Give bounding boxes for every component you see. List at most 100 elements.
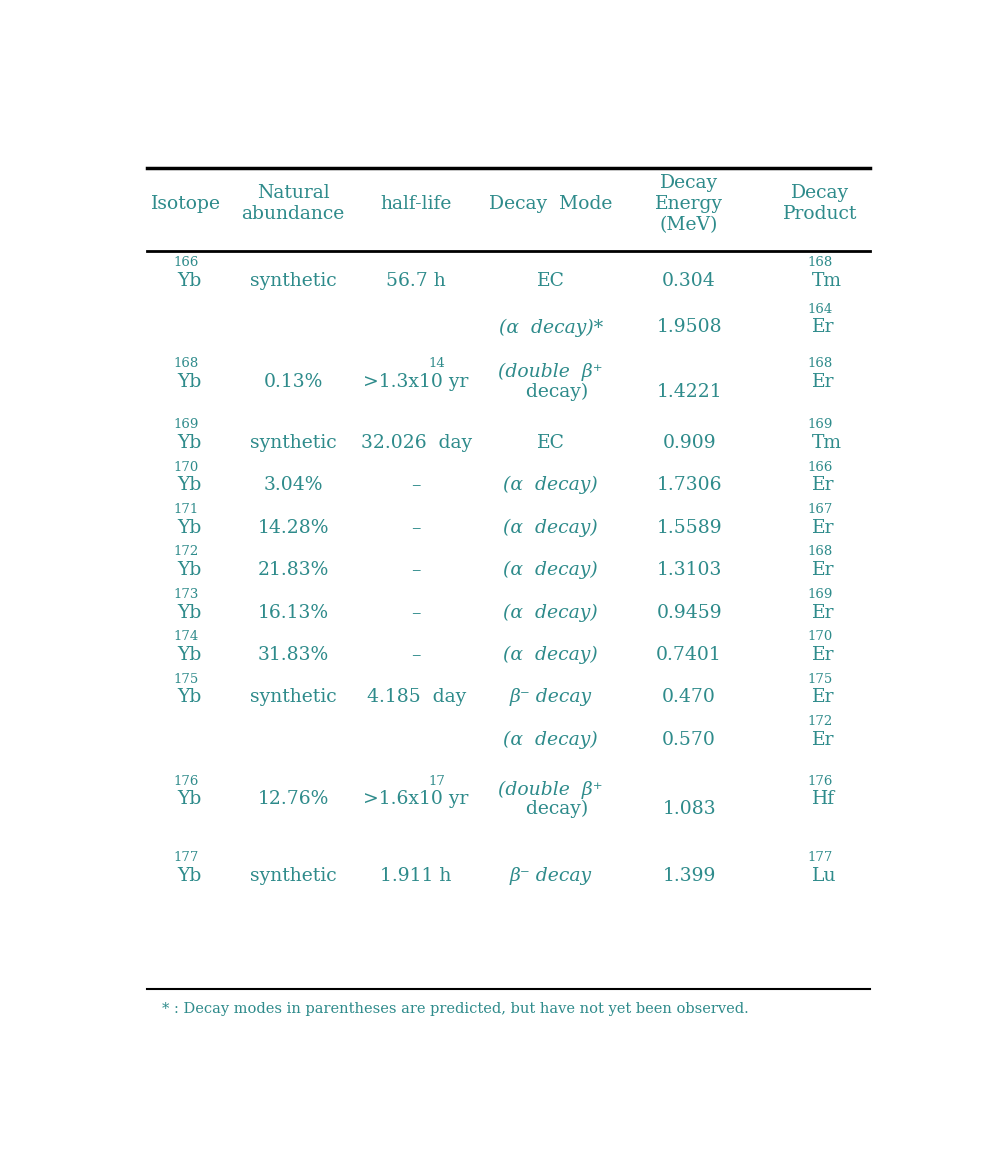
Text: Tm: Tm: [811, 272, 841, 289]
Text: –: –: [412, 519, 421, 537]
Text: half-life: half-life: [381, 195, 451, 213]
Text: 171: 171: [174, 503, 198, 516]
Text: 14.28%: 14.28%: [257, 519, 329, 537]
Text: 0.570: 0.570: [662, 731, 716, 749]
Text: –: –: [412, 561, 421, 579]
Text: β⁻ decay: β⁻ decay: [510, 688, 592, 707]
Text: EC: EC: [537, 272, 564, 289]
Text: 175: 175: [174, 673, 198, 686]
Text: Er: Er: [811, 519, 834, 537]
Text: 164: 164: [807, 302, 832, 315]
Text: synthetic: synthetic: [250, 688, 336, 707]
Text: –: –: [412, 604, 421, 621]
Text: Yb: Yb: [178, 646, 201, 665]
Text: 1.083: 1.083: [663, 800, 716, 818]
Text: 177: 177: [174, 851, 198, 865]
Text: 12.76%: 12.76%: [258, 790, 328, 809]
Text: 1.9508: 1.9508: [657, 319, 722, 336]
Text: 0.13%: 0.13%: [264, 373, 322, 390]
Text: 170: 170: [174, 461, 198, 473]
Text: 176: 176: [174, 775, 198, 788]
Text: Er: Er: [811, 604, 834, 621]
Text: Er: Er: [811, 646, 834, 665]
Text: (α  decay): (α decay): [503, 519, 598, 537]
Text: Er: Er: [811, 476, 834, 495]
Text: Yb: Yb: [178, 604, 201, 621]
Text: 177: 177: [807, 851, 833, 865]
Text: 3.04%: 3.04%: [264, 476, 322, 495]
Text: decay): decay): [514, 382, 588, 401]
Text: 174: 174: [174, 631, 198, 643]
Text: Decay  Mode: Decay Mode: [489, 195, 612, 213]
Text: Er: Er: [811, 688, 834, 707]
Text: Lu: Lu: [811, 867, 836, 885]
Text: Natural
abundance: Natural abundance: [241, 184, 345, 223]
Text: 172: 172: [807, 715, 832, 728]
Text: (α  decay): (α decay): [503, 646, 598, 665]
Text: Yb: Yb: [178, 688, 201, 707]
Text: Hf: Hf: [811, 790, 834, 809]
Text: Yb: Yb: [178, 519, 201, 537]
Text: 1.4221: 1.4221: [657, 382, 722, 401]
Text: Yb: Yb: [178, 272, 201, 289]
Text: 1.911 h: 1.911 h: [381, 867, 451, 885]
Text: synthetic: synthetic: [250, 272, 336, 289]
Text: 16.13%: 16.13%: [258, 604, 328, 621]
Text: 166: 166: [807, 461, 833, 473]
Text: 168: 168: [174, 356, 198, 370]
Text: 168: 168: [807, 545, 832, 559]
Text: Er: Er: [811, 731, 834, 749]
Text: Yb: Yb: [178, 434, 201, 452]
Text: 0.9459: 0.9459: [657, 604, 722, 621]
Text: Decay
Product: Decay Product: [783, 184, 857, 223]
Text: (α  decay): (α decay): [503, 476, 598, 495]
Text: >1.6x10 yr: >1.6x10 yr: [363, 790, 469, 809]
Text: Yb: Yb: [178, 561, 201, 579]
Text: * : Decay modes in parentheses are predicted, but have not yet been observed.: * : Decay modes in parentheses are predi…: [163, 1002, 749, 1016]
Text: Er: Er: [811, 561, 834, 579]
Text: 168: 168: [807, 255, 832, 268]
Text: 31.83%: 31.83%: [258, 646, 328, 665]
Text: 0.7401: 0.7401: [656, 646, 722, 665]
Text: (α  decay): (α decay): [503, 604, 598, 621]
Text: 170: 170: [807, 631, 832, 643]
Text: synthetic: synthetic: [250, 434, 336, 452]
Text: 173: 173: [174, 588, 198, 601]
Text: (α  decay)*: (α decay)*: [499, 319, 603, 336]
Text: 1.7306: 1.7306: [657, 476, 722, 495]
Text: 169: 169: [174, 418, 198, 431]
Text: 169: 169: [807, 588, 833, 601]
Text: 166: 166: [174, 255, 198, 268]
Text: 21.83%: 21.83%: [258, 561, 328, 579]
Text: 1.399: 1.399: [663, 867, 716, 885]
Text: 175: 175: [807, 673, 832, 686]
Text: Isotope: Isotope: [151, 195, 220, 213]
Text: Er: Er: [811, 373, 834, 390]
Text: 167: 167: [807, 503, 833, 516]
Text: 169: 169: [807, 418, 833, 431]
Text: –: –: [412, 646, 421, 665]
Text: Yb: Yb: [178, 867, 201, 885]
Text: 1.3103: 1.3103: [657, 561, 722, 579]
Text: –: –: [412, 476, 421, 495]
Text: 14: 14: [429, 356, 445, 370]
Text: decay): decay): [514, 800, 588, 818]
Text: 0.304: 0.304: [663, 272, 716, 289]
Text: EC: EC: [537, 434, 564, 452]
Text: 172: 172: [174, 545, 198, 559]
Text: 176: 176: [807, 775, 833, 788]
Text: (double  β⁺: (double β⁺: [498, 362, 603, 381]
Text: (α  decay): (α decay): [503, 561, 598, 579]
Text: synthetic: synthetic: [250, 867, 336, 885]
Text: 4.185  day: 4.185 day: [366, 688, 466, 707]
Text: 168: 168: [807, 356, 832, 370]
Text: Yb: Yb: [178, 373, 201, 390]
Text: 0.909: 0.909: [663, 434, 716, 452]
Text: 32.026  day: 32.026 day: [360, 434, 472, 452]
Text: Yb: Yb: [178, 476, 201, 495]
Text: Er: Er: [811, 319, 834, 336]
Text: 1.5589: 1.5589: [657, 519, 722, 537]
Text: Yb: Yb: [178, 790, 201, 809]
Text: (double  β⁺: (double β⁺: [498, 781, 603, 798]
Text: 17: 17: [429, 775, 445, 788]
